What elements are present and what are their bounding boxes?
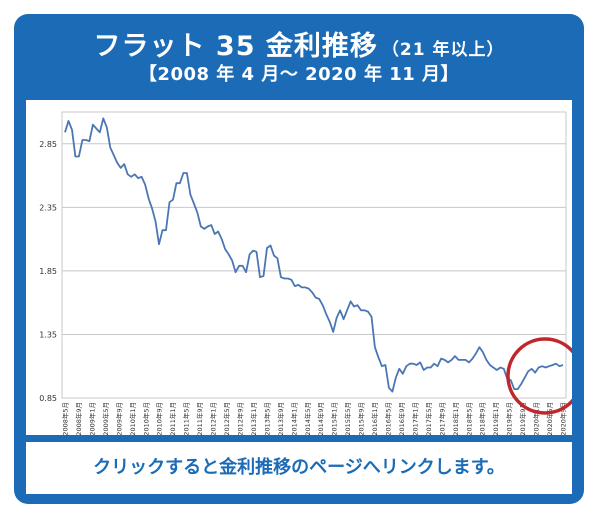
x-tick-label: 2016年1月 bbox=[370, 402, 379, 435]
y-tick-label: 1.85 bbox=[39, 267, 57, 276]
x-tick-label: 2008年5月 bbox=[61, 402, 70, 435]
x-tick-label: 2011年9月 bbox=[195, 402, 204, 435]
x-tick-label: 2014年5月 bbox=[303, 402, 312, 435]
x-tick-label: 2015年9月 bbox=[357, 402, 366, 435]
x-tick-label: 2014年1月 bbox=[289, 402, 298, 435]
x-tick-label: 2010年5月 bbox=[141, 402, 150, 435]
x-tick-label: 2012年9月 bbox=[235, 402, 244, 435]
x-tick-label: 2018年1月 bbox=[451, 402, 460, 435]
x-tick-label: 2019年1月 bbox=[491, 402, 500, 435]
y-tick-label: 0.85 bbox=[39, 394, 57, 403]
x-tick-label: 2019年9月 bbox=[518, 402, 527, 435]
x-tick-label: 2016年5月 bbox=[384, 402, 393, 435]
x-tick-label: 2017年5月 bbox=[424, 402, 433, 435]
y-tick-label: 2.35 bbox=[39, 203, 57, 212]
x-tick-label: 2020年9月 bbox=[559, 402, 568, 435]
x-tick-label: 2019年5月 bbox=[505, 402, 514, 435]
title-sub: （21 年以上） bbox=[381, 40, 505, 60]
x-tick-label: 2012年5月 bbox=[222, 402, 231, 435]
rate-history-banner[interactable]: フラット 35 金利推移 （21 年以上） 【2008 年 4 月～ 2020 年… bbox=[14, 14, 584, 504]
x-tick-label: 2013年5月 bbox=[262, 402, 271, 435]
x-tick-label: 2012年1月 bbox=[209, 402, 218, 435]
x-tick-label: 2015年1月 bbox=[330, 402, 339, 435]
x-tick-label: 2009年9月 bbox=[114, 402, 123, 435]
x-tick-label: 2018年9月 bbox=[478, 402, 487, 435]
x-tick-label: 2013年9月 bbox=[276, 402, 285, 435]
x-tick-label: 2009年1月 bbox=[87, 402, 96, 435]
x-tick-label: 2013年1月 bbox=[249, 402, 258, 435]
x-tick-label: 2011年5月 bbox=[182, 402, 191, 435]
x-tick-label: 2016年9月 bbox=[397, 402, 406, 435]
x-tick-label: 2017年1月 bbox=[410, 402, 419, 435]
period-label: 【2008 年 4 月～ 2020 年 11 月】 bbox=[138, 64, 460, 85]
x-tick-label: 2008年9月 bbox=[74, 402, 83, 435]
plot-frame bbox=[61, 111, 567, 399]
x-tick-label: 2015年5月 bbox=[343, 402, 352, 435]
title-main: フラット 35 金利推移 bbox=[93, 31, 378, 62]
x-tick-label: 2009年5月 bbox=[101, 402, 110, 435]
x-tick-label: 2010年1月 bbox=[128, 402, 137, 435]
x-tick-label: 2011年1月 bbox=[168, 402, 177, 435]
y-tick-label: 1.35 bbox=[39, 330, 57, 339]
x-tick-label: 2018年5月 bbox=[464, 402, 473, 435]
rate-series-line bbox=[64, 117, 564, 393]
rate-page-link[interactable]: クリックすると金利推移のページへリンクします。 bbox=[26, 442, 572, 494]
x-tick-label: 2020年1月 bbox=[532, 402, 541, 435]
x-tick-label: 2014年9月 bbox=[316, 402, 325, 435]
x-tick-label: 2017年9月 bbox=[437, 402, 446, 435]
chart-panel: 0.85 1.35 1.85 2.35 2.85 2008年5月 2008年9月 2009年… bbox=[26, 100, 584, 436]
highlight-circle bbox=[506, 337, 584, 415]
rate-line-chart: 0.85 1.35 1.85 2.35 2.85 2008年5月 2008年9月 2009年… bbox=[39, 111, 584, 436]
y-tick-label: 2.85 bbox=[39, 140, 57, 149]
x-tick-label: 2010年9月 bbox=[155, 402, 164, 435]
x-tick-label: 2020年5月 bbox=[545, 402, 554, 435]
banner-title: フラット 35 金利推移 （21 年以上） bbox=[14, 24, 584, 63]
